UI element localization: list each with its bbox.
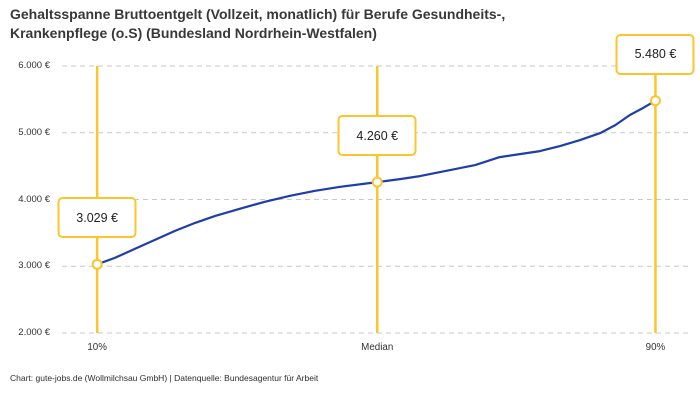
y-axis-tick-label: 6.000 € [18,60,50,71]
chart-title: Gehaltsspanne Bruttoentgelt (Vollzeit, m… [10,6,506,41]
value-callout: 4.260 € [337,115,417,157]
value-callout: 5.480 € [615,33,695,75]
data-point-marker [649,95,661,107]
x-axis-tick-label: Median [361,342,394,353]
value-callout: 3.029 € [57,197,137,239]
y-axis-tick-label: 5.000 € [18,126,50,138]
data-point-marker [91,258,103,270]
y-axis-tick-label: 4.000 € [18,193,50,205]
y-axis-tick-label: 2.000 € [18,327,50,338]
x-axis-tick-label: 10% [87,342,107,353]
salary-curve [96,99,657,266]
chart-footer: Chart: gute-jobs.de (Wollmilchsau GmbH) … [10,373,319,383]
y-axis-tick-label: 3.000 € [18,260,50,272]
x-axis-tick-label: 90% [645,342,666,353]
data-point-marker [371,176,383,188]
